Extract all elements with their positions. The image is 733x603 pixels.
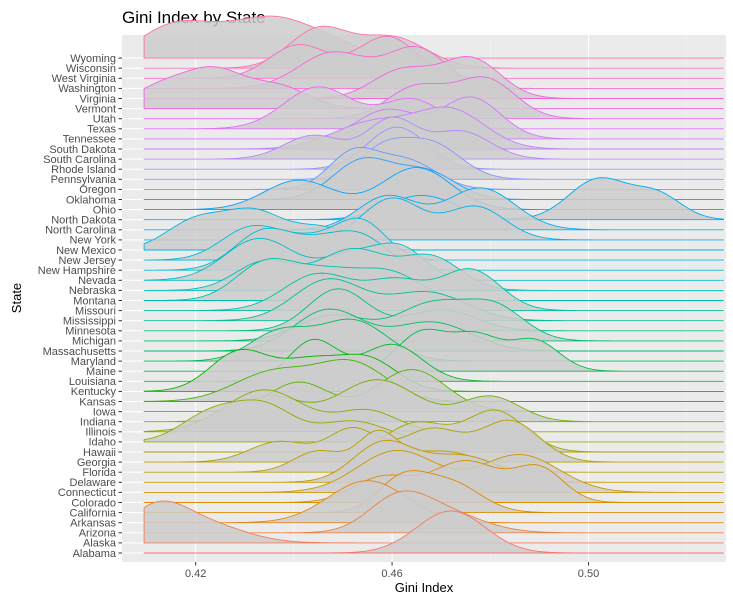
y-tick-label: West Virginia <box>52 73 117 85</box>
y-tick-label: Minnesota <box>65 326 117 338</box>
x-tick-label: 0.50 <box>578 568 599 580</box>
y-tick-label: Tennessee <box>63 134 116 146</box>
ridge-south-carolina <box>143 116 724 160</box>
y-tick-label: Virginia <box>80 93 117 105</box>
y-tick-label: North Dakota <box>51 215 117 227</box>
y-tick-label: Oregon <box>79 184 116 196</box>
x-ticks: 0.42 0.46 0.50 <box>185 562 599 580</box>
y-tick-label: South Dakota <box>49 144 117 156</box>
y-tick-label: New Mexico <box>56 245 116 257</box>
y-tick-label: Maine <box>86 366 116 378</box>
y-tick-label: Vermont <box>75 103 116 115</box>
y-tick-label: South Carolina <box>43 154 117 166</box>
y-tick-label: Delaware <box>70 477 116 489</box>
y-tick-label: Arizona <box>79 528 117 540</box>
ridge-mississippi <box>143 278 724 322</box>
y-tick-label: Oklahoma <box>66 194 117 206</box>
y-tick-label: Ohio <box>93 204 116 216</box>
ridge-california <box>143 470 724 514</box>
y-tick-label: Maryland <box>71 356 116 368</box>
y-tick-label: Georgia <box>77 457 117 469</box>
y-tick-label: New Hampshire <box>38 265 116 277</box>
y-tick-label: Michigan <box>72 336 116 348</box>
y-tick-label: Mississippi <box>63 316 116 328</box>
y-tick-label: Kansas <box>79 396 116 408</box>
y-tick-label: Alabama <box>73 548 117 560</box>
y-tick-label: Connecticut <box>58 487 116 499</box>
y-tick-label: Nevada <box>78 275 117 287</box>
ridge-florida <box>143 429 724 473</box>
y-tick-label: Iowa <box>93 406 117 418</box>
ridge-alabama <box>143 510 724 554</box>
y-tick-label: Louisiana <box>69 376 117 388</box>
y-tick-label: Florida <box>82 467 117 479</box>
ridge-pennsylvania <box>143 136 724 180</box>
y-tick-label: New Jersey <box>59 255 117 267</box>
y-tick-label: Washington <box>58 83 116 95</box>
ridge-delaware <box>143 439 724 483</box>
ridges <box>143 15 724 554</box>
y-tick-label: North Carolina <box>45 225 117 237</box>
y-tick-labels: AlabamaAlaskaArizonaArkansasCaliforniaCo… <box>38 53 122 560</box>
y-tick-label: Massachusetts <box>43 346 117 358</box>
x-tick-label: 0.42 <box>185 568 206 580</box>
y-tick-label: Wyoming <box>70 53 116 65</box>
y-tick-label: Alaska <box>83 538 117 550</box>
y-tick-label: Utah <box>93 114 116 126</box>
y-tick-label: Hawaii <box>83 447 116 459</box>
y-tick-label: Missouri <box>75 305 116 317</box>
y-axis-title: State <box>9 283 24 313</box>
ridge-utah <box>143 76 724 120</box>
y-tick-label: Kentucky <box>71 386 117 398</box>
y-tick-label: Illinois <box>85 427 116 439</box>
y-tick-label: Colorado <box>71 497 116 509</box>
ridge-georgia <box>143 419 724 463</box>
y-tick-label: Wisconsin <box>66 63 116 75</box>
y-tick-label: Arkansas <box>70 518 116 530</box>
y-tick-label: Nebraska <box>69 285 117 297</box>
y-tick-label: California <box>70 507 117 519</box>
y-tick-label: Pennsylvania <box>51 174 117 186</box>
y-tick-label: Idaho <box>88 437 116 449</box>
y-tick-label: Montana <box>73 295 117 307</box>
x-tick-label: 0.46 <box>381 568 402 580</box>
ridge-south-dakota <box>143 106 724 150</box>
y-tick-label: Texas <box>87 124 116 136</box>
y-tick-label: Rhode Island <box>51 164 116 176</box>
y-tick-label: Indiana <box>80 417 117 429</box>
y-tick-label: New York <box>70 235 117 247</box>
x-axis-title: Gini Index <box>395 580 454 595</box>
